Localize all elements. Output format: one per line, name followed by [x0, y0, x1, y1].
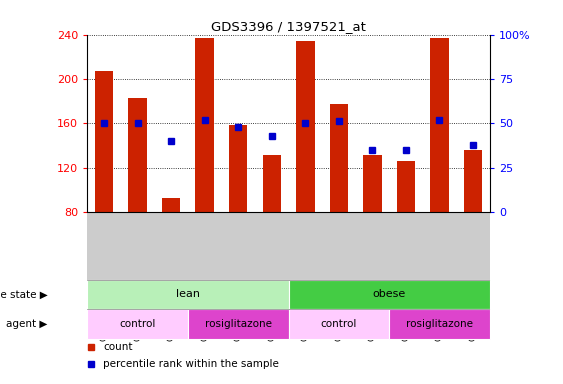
Text: lean: lean — [176, 289, 200, 300]
Bar — [162, 197, 180, 212]
Bar — [430, 38, 449, 212]
Title: GDS3396 / 1397521_at: GDS3396 / 1397521_at — [211, 20, 366, 33]
Bar — [289, 280, 490, 309]
Text: control: control — [321, 319, 357, 329]
Text: disease state ▶: disease state ▶ — [0, 289, 48, 300]
Bar — [95, 71, 113, 212]
Bar — [262, 156, 281, 212]
Bar — [128, 98, 147, 212]
Bar — [389, 309, 490, 339]
Bar — [195, 38, 214, 212]
Bar — [87, 309, 188, 339]
Bar — [229, 126, 248, 212]
Bar — [188, 309, 289, 339]
Bar — [329, 104, 348, 212]
Text: agent ▶: agent ▶ — [7, 319, 48, 329]
Text: percentile rank within the sample: percentile rank within the sample — [104, 359, 279, 369]
Text: count: count — [104, 342, 133, 352]
Bar — [289, 309, 389, 339]
Bar — [464, 150, 482, 212]
Text: rosiglitazone: rosiglitazone — [205, 319, 272, 329]
Bar — [87, 280, 289, 309]
Bar — [296, 41, 315, 212]
Bar — [363, 156, 382, 212]
Text: control: control — [119, 319, 156, 329]
Text: obese: obese — [373, 289, 406, 300]
Bar — [397, 161, 415, 212]
Text: rosiglitazone: rosiglitazone — [406, 319, 473, 329]
